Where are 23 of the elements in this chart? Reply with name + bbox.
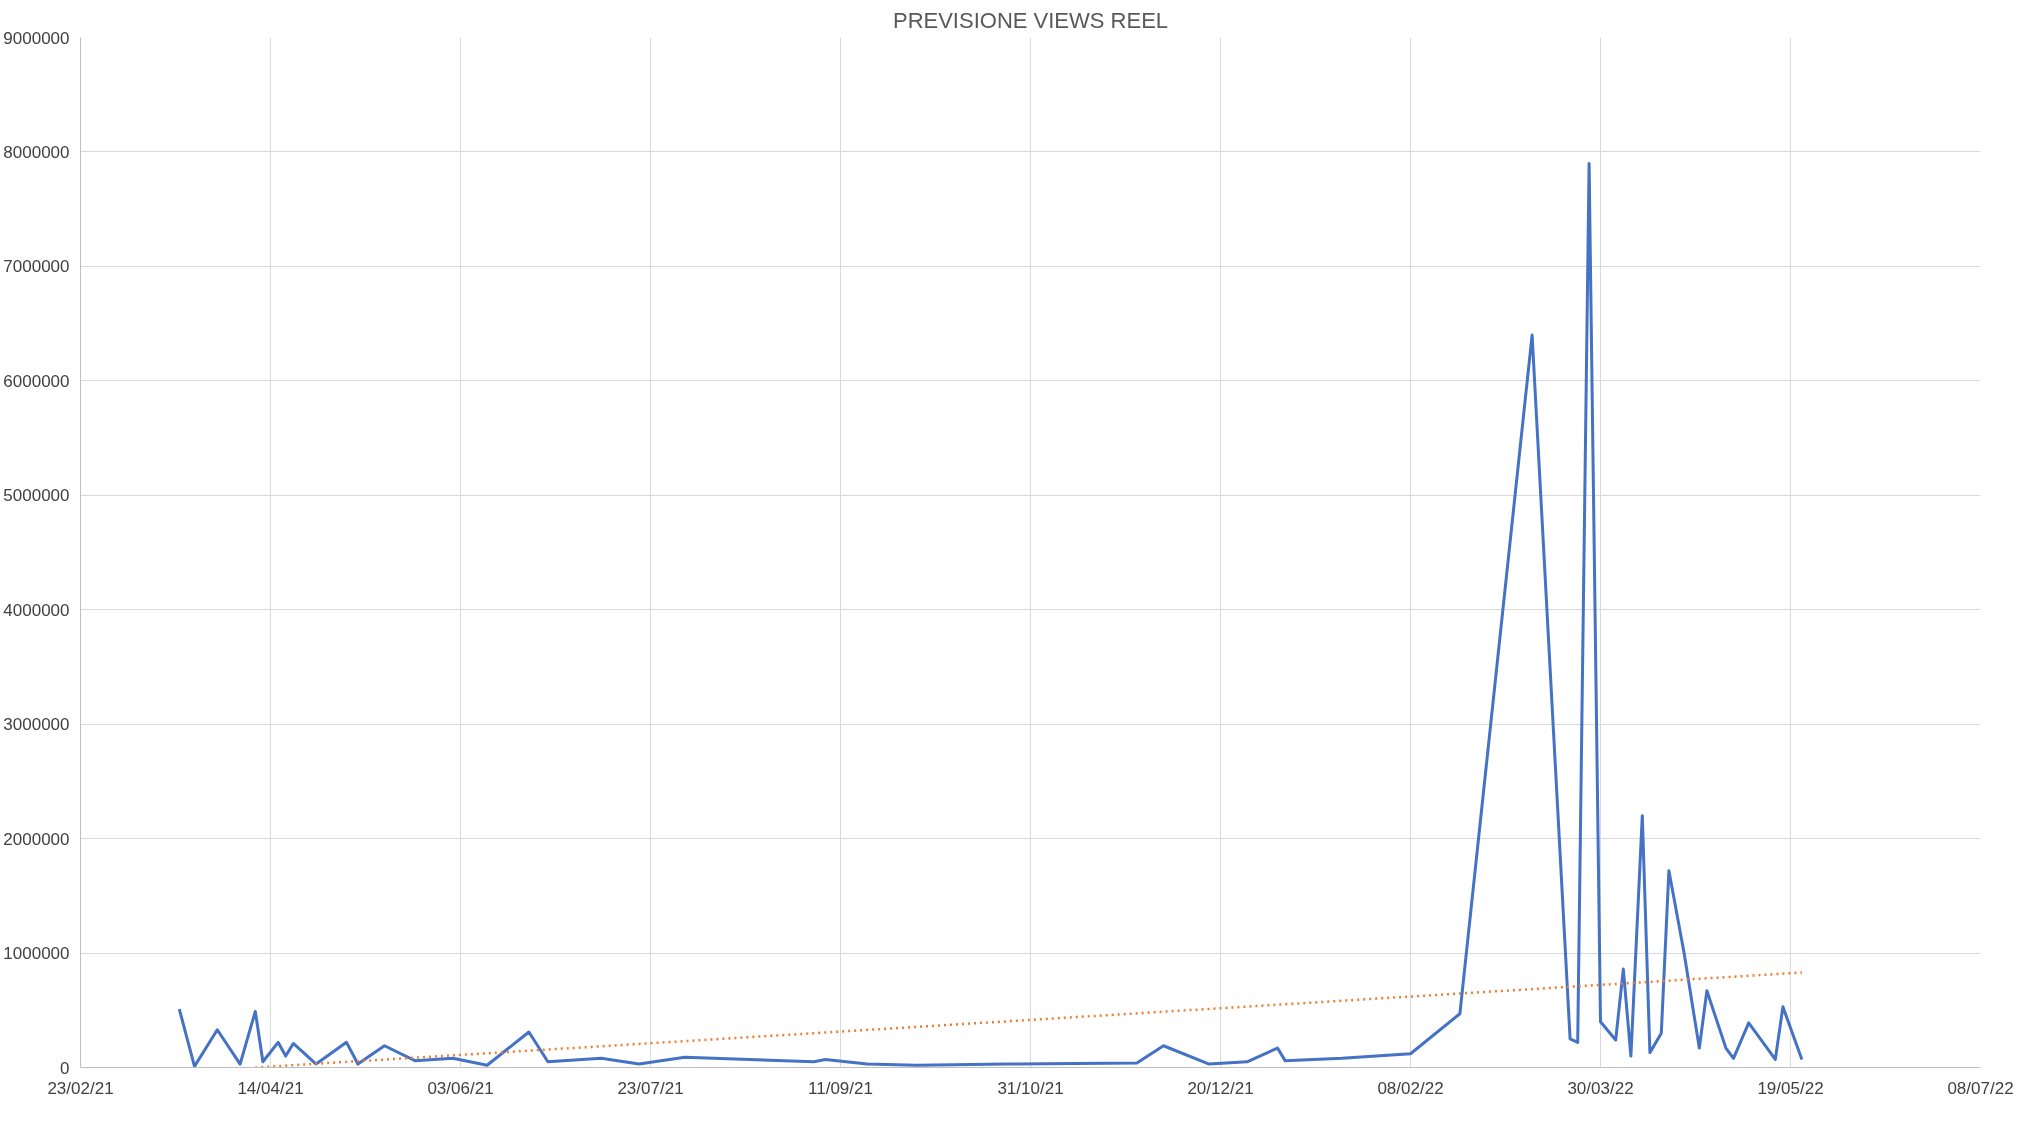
y-tick-label: 6000000 [3,371,70,391]
y-tick-label: 2000000 [3,829,70,849]
x-tick-label: 20/12/21 [1187,1078,1254,1098]
y-tick-label: 7000000 [3,257,70,277]
x-tick-label: 19/05/22 [1757,1078,1824,1098]
y-tick-label: 0 [60,1058,70,1078]
x-tick-label: 23/07/21 [617,1078,684,1098]
x-tick-label: 31/10/21 [997,1078,1064,1098]
y-tick-label: 4000000 [3,600,70,620]
y-tick-label: 1000000 [3,944,70,964]
x-tick-label: 14/04/21 [237,1078,304,1098]
y-tick-label: 9000000 [3,28,70,48]
x-tick-label: 08/02/22 [1377,1078,1444,1098]
x-tick-label: 08/07/22 [1947,1078,2014,1098]
x-tick-label: 11/09/21 [808,1078,873,1098]
y-tick-label: 5000000 [3,486,70,506]
y-tick-label: 8000000 [3,142,70,162]
chart-title: PREVISIONE VIEWS REEL [892,7,1169,33]
x-tick-label: 23/02/21 [47,1078,114,1098]
y-tick-label: 3000000 [3,715,70,735]
x-tick-label: 03/06/21 [427,1078,494,1098]
line-series [177,161,1804,1068]
x-tick-label: 30/03/22 [1567,1078,1634,1098]
